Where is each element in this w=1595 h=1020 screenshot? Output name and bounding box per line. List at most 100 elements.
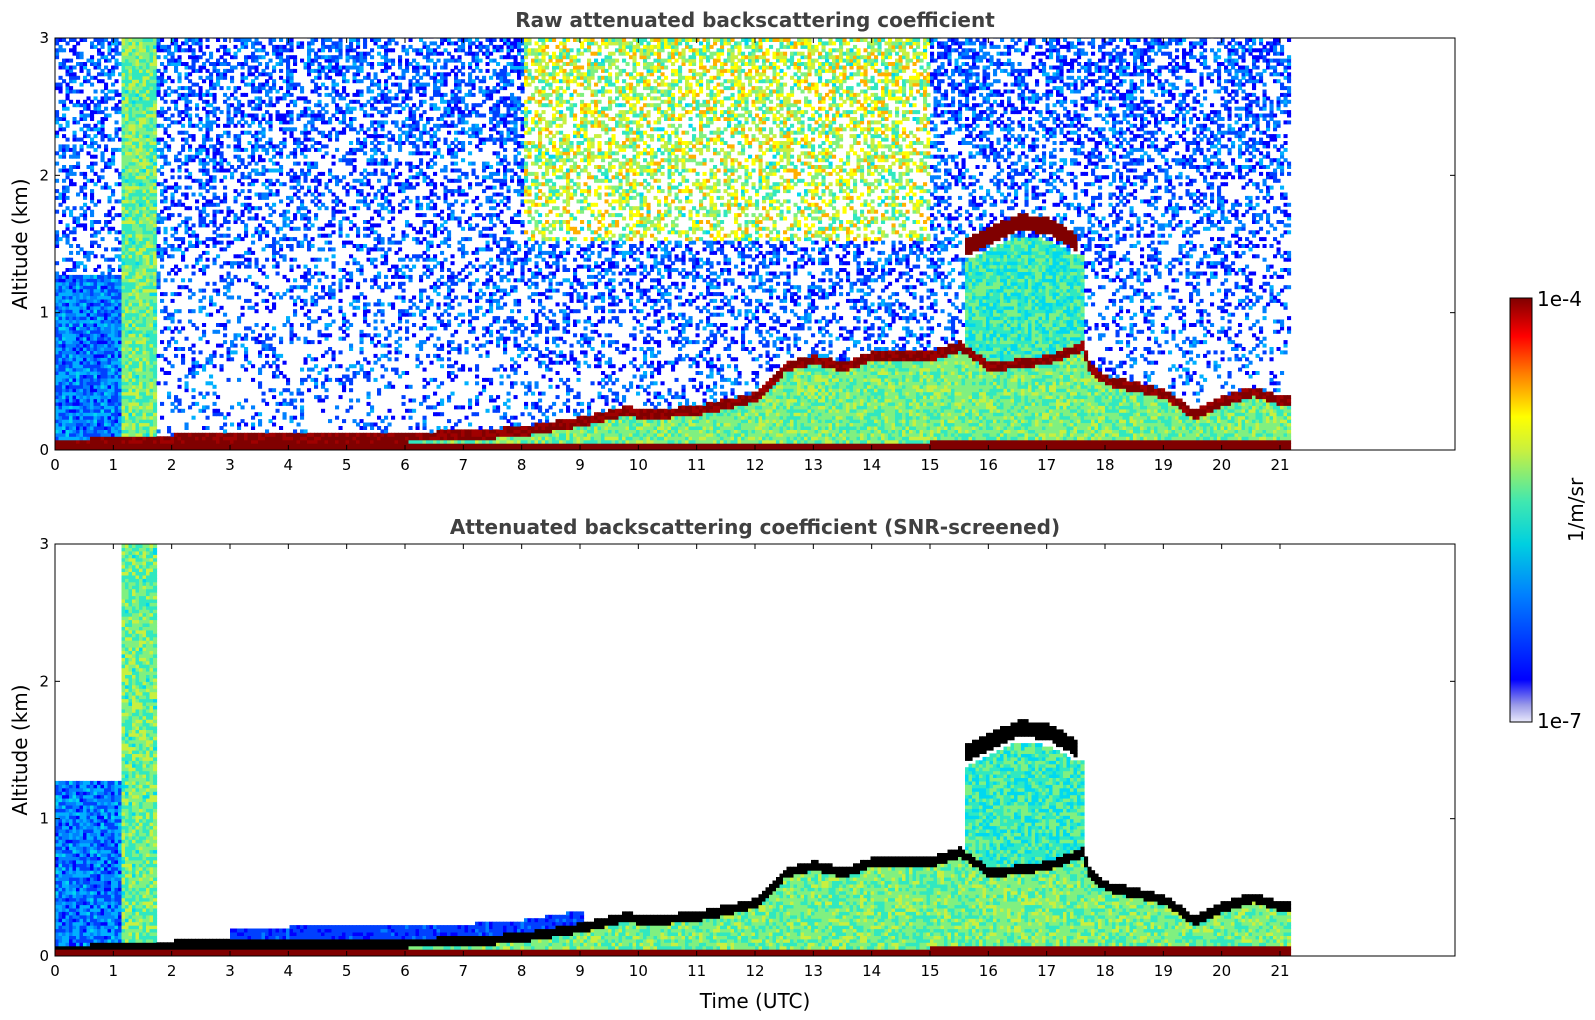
heatmap-cell xyxy=(160,138,164,142)
heatmap-cell xyxy=(157,251,161,255)
heatmap-cell xyxy=(255,282,259,286)
heatmap-cell xyxy=(188,66,192,70)
heatmap-cell xyxy=(325,223,329,227)
heatmap-cell xyxy=(279,337,283,341)
heatmap-cell xyxy=(223,175,227,179)
heatmap-cell xyxy=(150,189,154,193)
heatmap-cell xyxy=(269,213,273,217)
heatmap-cell xyxy=(150,388,154,392)
heatmap-cell xyxy=(164,179,168,183)
heatmap-cell xyxy=(73,292,77,296)
heatmap-cell xyxy=(66,206,70,210)
heatmap-cell xyxy=(255,261,259,265)
heatmap-cell xyxy=(143,313,147,317)
heatmap-cell xyxy=(146,203,150,207)
heatmap-cell xyxy=(283,436,287,440)
heatmap-cell xyxy=(335,45,339,49)
heatmap-cell xyxy=(304,144,308,148)
heatmap-cell xyxy=(115,182,119,186)
heatmap-cell xyxy=(164,55,168,59)
heatmap-cell xyxy=(178,175,182,179)
heatmap-cell xyxy=(188,117,192,121)
heatmap-cell xyxy=(192,436,196,440)
heatmap-cell xyxy=(195,440,199,444)
heatmap-cell xyxy=(62,169,66,173)
heatmap-cell xyxy=(143,416,147,420)
heatmap-cell xyxy=(94,66,98,70)
heatmap-cell xyxy=(132,333,136,337)
heatmap-cell xyxy=(108,186,112,190)
heatmap-cell xyxy=(293,148,297,152)
heatmap-cell xyxy=(167,162,171,166)
heatmap-cell xyxy=(262,134,266,138)
heatmap-cell xyxy=(76,361,80,365)
heatmap-cell xyxy=(206,392,210,396)
heatmap-cell xyxy=(318,333,322,337)
heatmap-cell xyxy=(206,134,210,138)
heatmap-cell xyxy=(132,309,136,313)
heatmap-cell xyxy=(311,244,315,248)
heatmap-cell xyxy=(136,388,140,392)
heatmap-cell xyxy=(223,186,227,190)
heatmap-cell xyxy=(188,172,192,176)
heatmap-cell xyxy=(80,426,84,430)
heatmap-cell xyxy=(279,402,283,406)
heatmap-cell xyxy=(62,134,66,138)
heatmap-cell xyxy=(255,76,259,80)
heatmap-cell xyxy=(195,206,199,210)
heatmap-cell xyxy=(66,364,70,368)
heatmap-cell xyxy=(160,299,164,303)
heatmap-cell xyxy=(69,292,73,296)
heatmap-cell xyxy=(248,203,252,207)
heatmap-cell xyxy=(122,292,126,296)
heatmap-cell xyxy=(321,107,325,111)
heatmap-cell xyxy=(202,395,206,399)
heatmap-cell xyxy=(332,320,336,324)
heatmap-cell xyxy=(118,282,122,286)
heatmap-cell xyxy=(80,110,84,114)
heatmap-cell xyxy=(234,55,238,59)
heatmap-cell xyxy=(80,52,84,56)
heatmap-cell xyxy=(248,433,252,437)
heatmap-cell xyxy=(174,247,178,251)
heatmap-cell xyxy=(97,66,101,70)
heatmap-cell xyxy=(199,127,203,131)
heatmap-cell xyxy=(143,213,147,217)
heatmap-cell xyxy=(265,361,269,365)
heatmap-cell xyxy=(129,55,133,59)
heatmap-cell xyxy=(136,162,140,166)
heatmap-cell xyxy=(332,354,336,358)
heatmap-cell xyxy=(164,90,168,94)
heatmap-cell xyxy=(195,402,199,406)
heatmap-cell xyxy=(318,117,322,121)
heatmap-cell xyxy=(276,402,280,406)
heatmap-cell xyxy=(174,272,178,276)
heatmap-cell xyxy=(101,127,105,131)
heatmap-cell xyxy=(220,247,224,251)
heatmap-cell xyxy=(300,378,304,382)
heatmap-cell xyxy=(115,309,119,313)
heatmap-cell xyxy=(160,45,164,49)
heatmap-cell xyxy=(62,416,66,420)
heatmap-cell xyxy=(146,302,150,306)
heatmap-cell xyxy=(300,45,304,49)
heatmap-cell xyxy=(244,423,248,427)
heatmap-cell xyxy=(97,313,101,317)
heatmap-cell xyxy=(185,155,189,159)
heatmap-cell xyxy=(146,416,150,420)
heatmap-cell xyxy=(279,296,283,300)
heatmap-cell xyxy=(59,100,63,104)
heatmap-cell xyxy=(279,254,283,258)
heatmap-cell xyxy=(258,48,262,52)
heatmap-cell xyxy=(146,134,150,138)
heatmap-cell xyxy=(209,440,213,444)
heatmap-cell xyxy=(234,433,238,437)
heatmap-cell xyxy=(146,76,150,80)
heatmap-cell xyxy=(265,151,269,155)
heatmap-cell xyxy=(111,309,115,313)
heatmap-cell xyxy=(87,134,91,138)
heatmap-cell xyxy=(283,254,287,258)
heatmap-cell xyxy=(115,59,119,63)
heatmap-cell xyxy=(314,127,318,131)
heatmap-cell xyxy=(265,66,269,70)
